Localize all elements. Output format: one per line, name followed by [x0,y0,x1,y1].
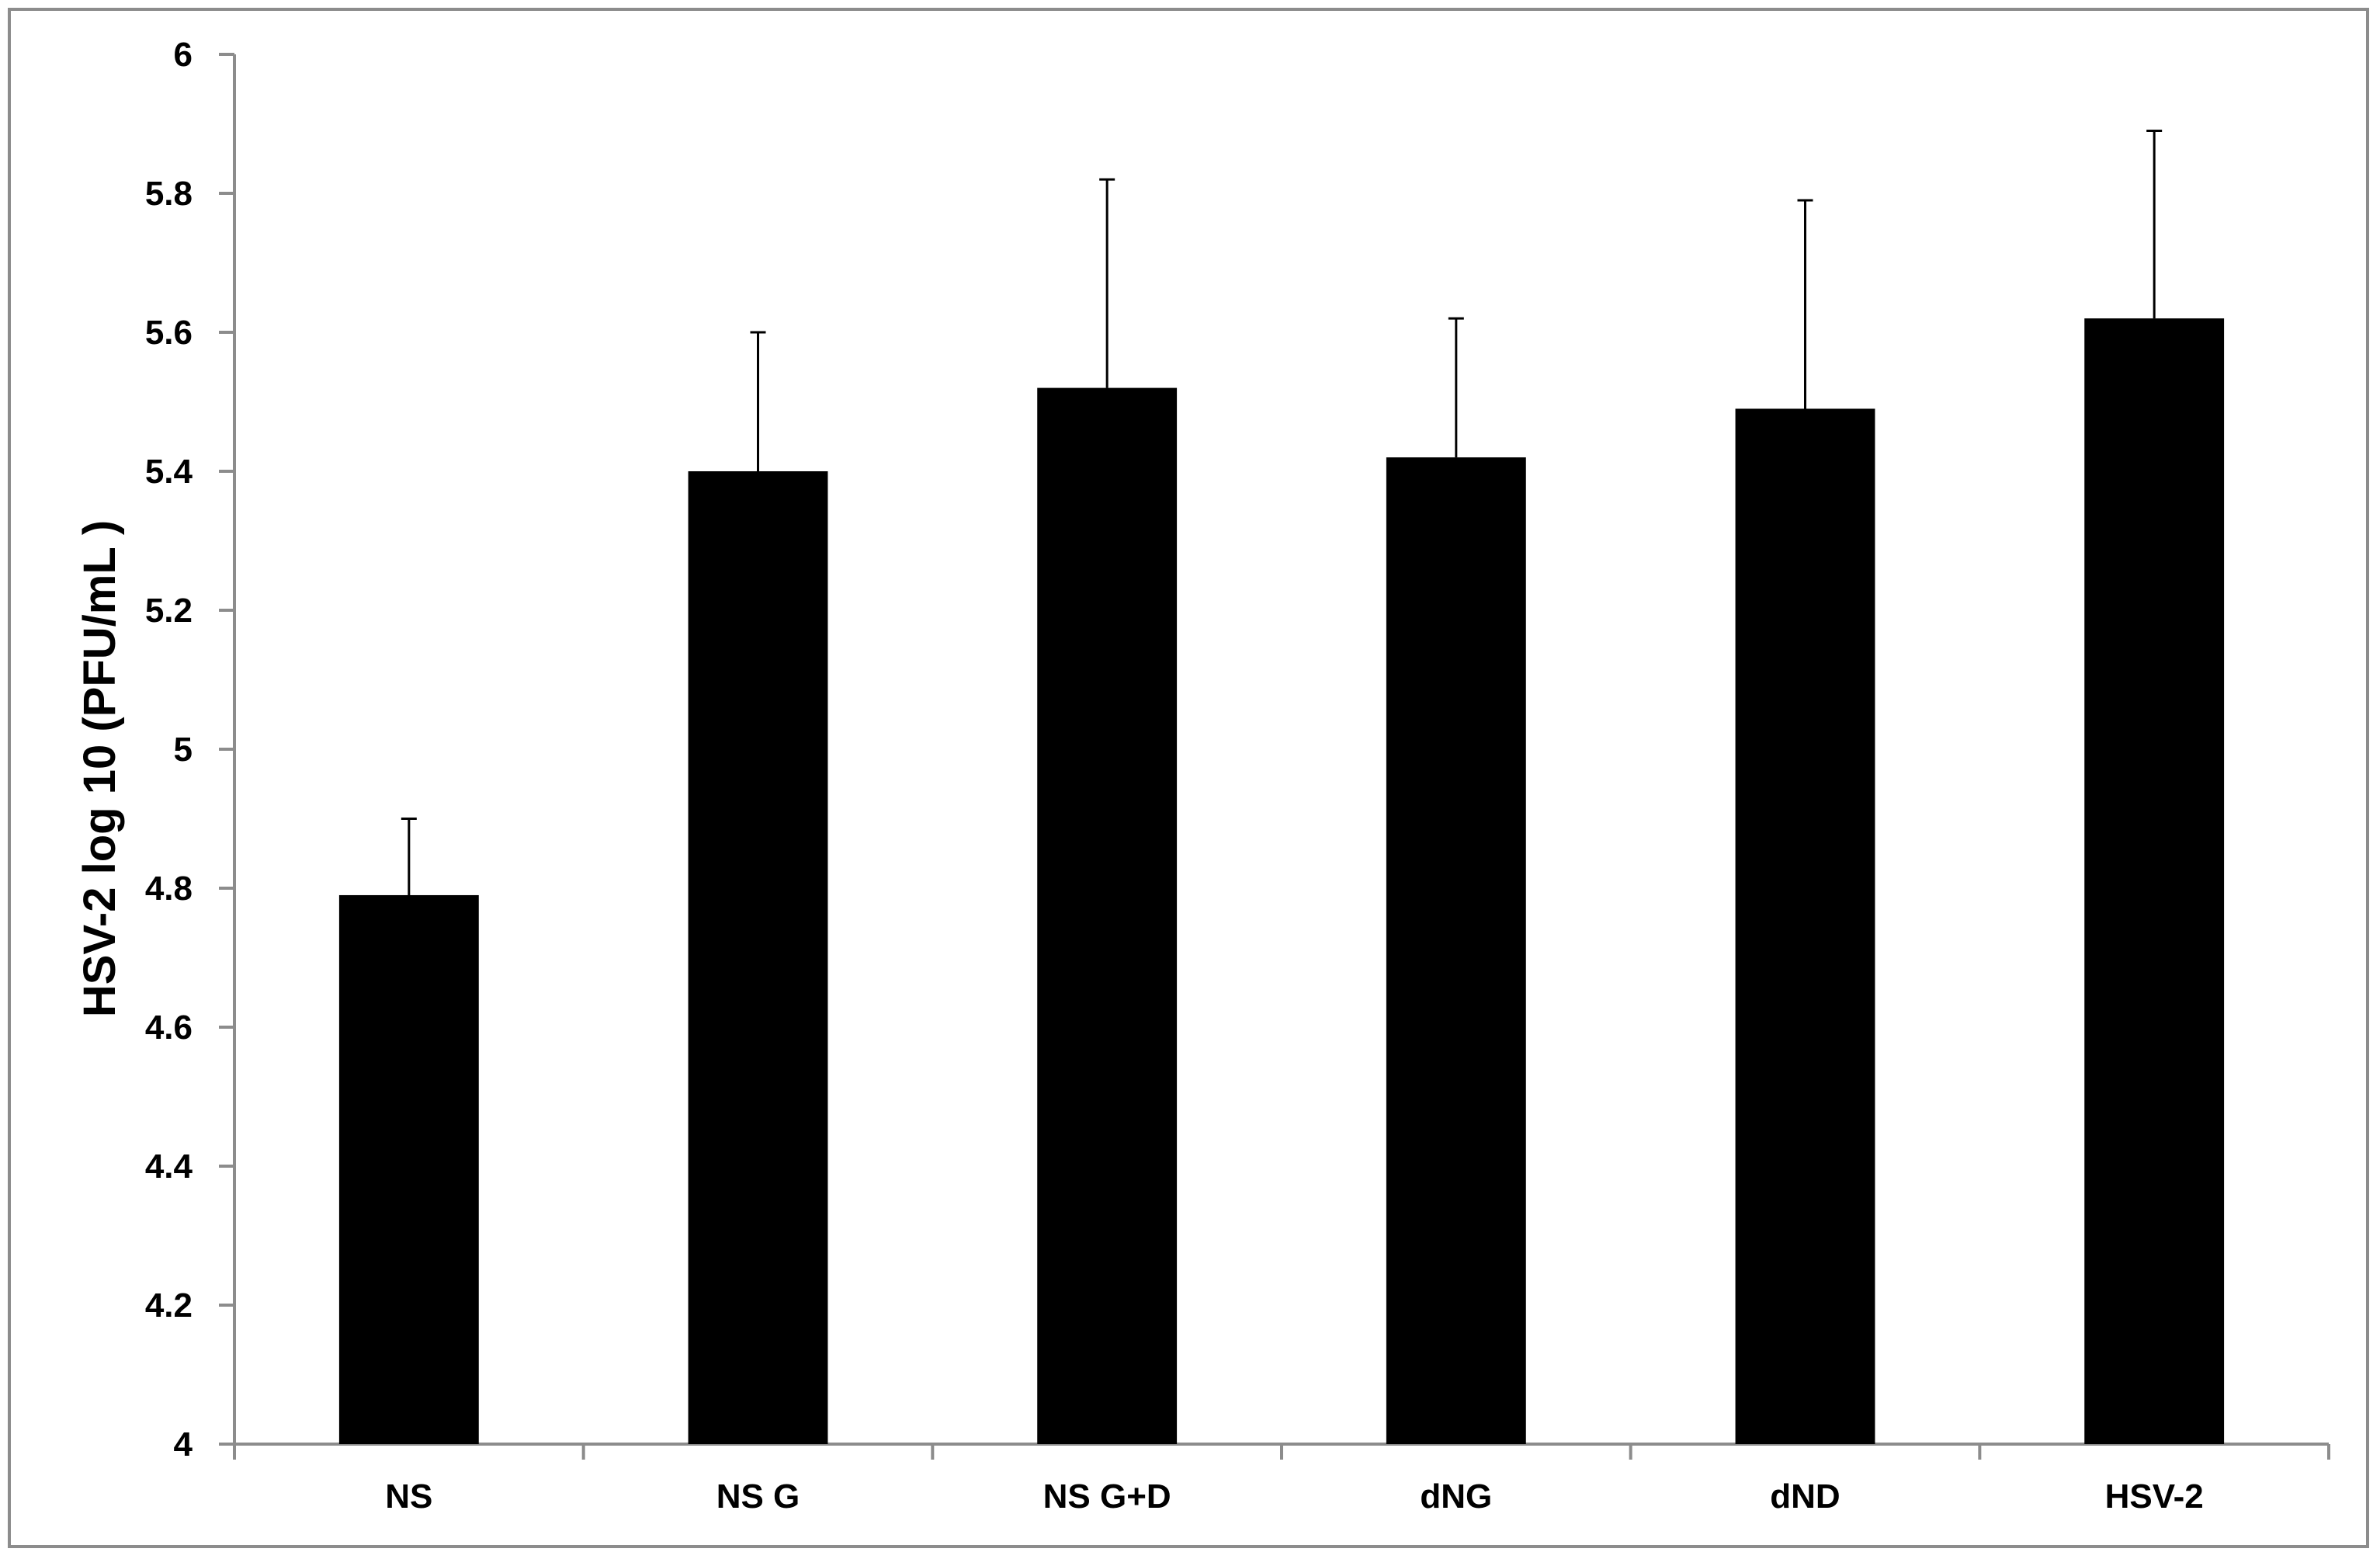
bar [1386,457,1526,1444]
bar [688,471,828,1444]
y-tick-label: 5 [174,731,193,769]
y-tick-label: 5.4 [145,453,193,491]
x-axis: NS NS G NS G+D dNG dND HSV-2 [233,1443,2330,1516]
bar [2084,318,2225,1445]
x-tick-label: dNG [1420,1477,1492,1516]
y-tick-label: 4 [174,1425,193,1464]
x-tick-label: NS G [716,1477,800,1516]
x-tick-label: HSV-2 [2105,1477,2204,1516]
y-tick-label: 4.2 [145,1286,193,1325]
bars [338,318,2225,1445]
y-tick-label: 5.2 [145,592,193,630]
y-tick-label: 5.8 [145,175,193,213]
x-tick-label: NS [385,1477,432,1516]
y-tick-label: 4.6 [145,1009,193,1047]
bar [1037,387,1178,1445]
x-tick-label: dND [1770,1477,1840,1516]
y-tick-label: 4.4 [145,1148,193,1186]
y-tick-label: 5.6 [145,314,193,352]
y-tick-label: 4.8 [145,870,193,908]
x-tick-label: NS G+D [1043,1477,1171,1516]
bar [1735,408,1875,1445]
y-axis: 4 4.2 4.4 4.6 4.8 5 5.2 5.4 5.6 5.8 6 [145,36,236,1464]
bar [338,894,479,1444]
y-tick-label: 6 [174,36,193,74]
error-bars [401,129,2163,895]
y-axis-title: HSV-2 log 10 (PFU/mL ) [75,520,125,1017]
